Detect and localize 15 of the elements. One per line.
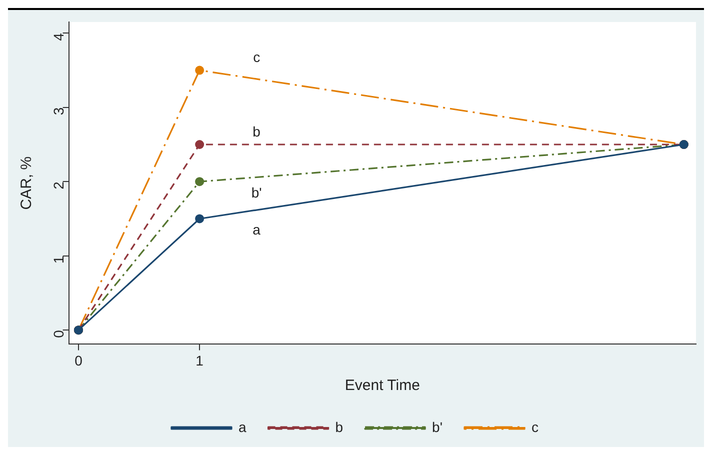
text: b' <box>251 184 262 200</box>
y-tick-label: 4 <box>50 32 67 41</box>
legend-label: b <box>335 418 344 435</box>
y-tick-label: 0 <box>50 330 67 338</box>
text: b <box>252 123 260 140</box>
legend-label: c <box>532 418 539 435</box>
text: c <box>253 49 260 66</box>
x-axis-title: Event Time <box>344 377 420 394</box>
y-tick-label: 2 <box>50 181 67 190</box>
y-tick-label: 3 <box>50 107 67 116</box>
y-tick-label: 1 <box>50 256 67 264</box>
y-axis-title: CAR, % <box>18 156 36 210</box>
text: a <box>252 222 260 238</box>
legend-label: b' <box>432 418 443 435</box>
legend-label: a <box>238 418 246 435</box>
